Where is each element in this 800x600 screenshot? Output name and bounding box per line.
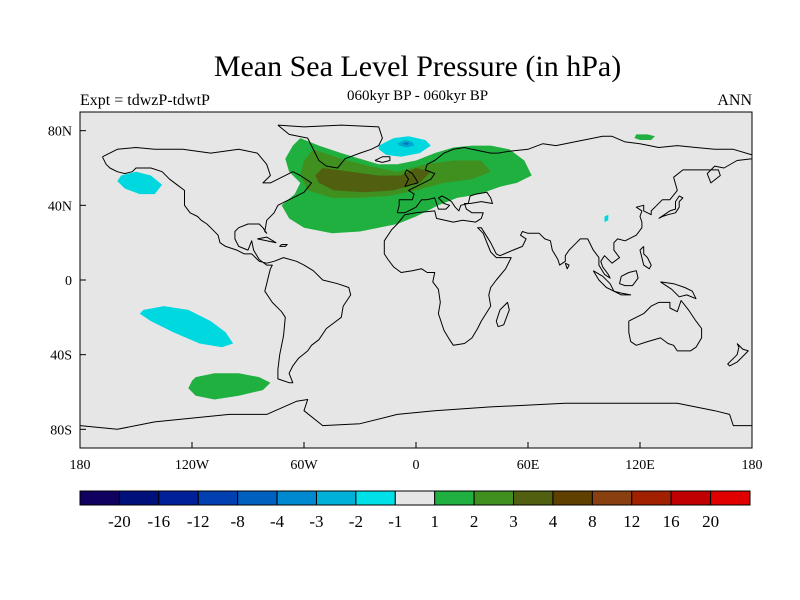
coastline-17 <box>639 246 652 270</box>
experiment-label: Expt = tdwzP-tdwtP <box>80 92 210 109</box>
x-tick-label: 60E <box>517 458 540 473</box>
x-tick-label: 180 <box>742 458 763 473</box>
coastlines <box>79 124 753 430</box>
anomaly-region-8 <box>402 142 410 145</box>
colorbar-swatch <box>79 490 120 506</box>
colorbar-label: 2 <box>470 512 479 531</box>
y-tick-label: 40S <box>50 349 72 364</box>
anomaly-region-10 <box>139 306 234 348</box>
colorbar-label: 8 <box>588 512 597 531</box>
coastline-15 <box>257 236 277 244</box>
colorbar-label: -8 <box>231 512 245 531</box>
colorbar-swatch <box>513 490 554 506</box>
colorbar-swatch <box>394 490 436 506</box>
x-tick-label: 120W <box>175 458 210 473</box>
y-axis: 80N 40N 0 40S 80S <box>48 125 86 438</box>
anomaly-region-5 <box>315 168 431 193</box>
coastline-8 <box>658 195 684 219</box>
colorbar-label: -1 <box>388 512 402 531</box>
map-area <box>79 111 753 449</box>
colorbar-swatch <box>670 490 712 506</box>
coastline-9 <box>495 301 510 328</box>
anomaly-region-9 <box>117 171 163 195</box>
coastline-14 <box>727 343 749 367</box>
colorbar-label: -20 <box>108 512 131 531</box>
colorbar-label: 12 <box>623 512 640 531</box>
coastline-18 <box>564 262 570 270</box>
y-tick-label: 80S <box>50 423 72 438</box>
colorbar-swatch <box>118 490 160 506</box>
colorbar-swatch <box>434 490 475 506</box>
coastline-1 <box>101 147 352 384</box>
colorbar-label: 16 <box>663 512 680 531</box>
colorbar-swatch <box>631 490 672 506</box>
colorbar-label: 4 <box>549 512 558 531</box>
colorbar-swatch <box>552 490 593 506</box>
anomaly-region-3 <box>634 134 655 140</box>
coastline-5 <box>404 169 419 188</box>
map-title: Mean Sea Level Pressure (in hPa) <box>213 50 622 83</box>
coastline-7 <box>79 399 752 430</box>
coastline-6 <box>374 156 391 163</box>
season-label: ANN <box>717 92 752 109</box>
colorbar-label: 1 <box>430 512 439 531</box>
colorbar-swatch <box>315 490 357 506</box>
colorbar-swatch <box>355 490 396 506</box>
colorbar-swatch <box>710 490 751 506</box>
coastline-11 <box>613 290 632 296</box>
x-tick-label: 180 <box>70 458 91 473</box>
coastline-3 <box>383 135 753 346</box>
y-tick-label: 40N <box>48 199 72 214</box>
x-tick-label: 60W <box>290 458 318 473</box>
colorbar-swatch <box>473 490 515 506</box>
anomaly-region-11 <box>604 214 609 223</box>
anomaly-region-2 <box>188 373 271 400</box>
coastline-16 <box>279 244 288 247</box>
colorbar-label: -4 <box>270 512 285 531</box>
colorbar-label: -16 <box>147 512 170 531</box>
colorbar-label: 3 <box>509 512 518 531</box>
colorbar-label: -2 <box>349 512 363 531</box>
y-tick-label: 80N <box>48 125 72 140</box>
coastline-4 <box>628 300 703 352</box>
colorbar-swatch <box>237 490 278 506</box>
colorbar-swatch <box>197 490 239 506</box>
y-tick-label: 0 <box>65 274 72 289</box>
colorbar-swatch <box>276 490 317 506</box>
coastline-2 <box>277 124 383 169</box>
x-axis: 180 120W 60W 0 60E 120E 180 <box>70 442 763 473</box>
x-tick-label: 0 <box>413 458 420 473</box>
colorbar-swatch <box>158 490 199 506</box>
coastline-12 <box>619 270 639 287</box>
x-tick-label: 120E <box>625 458 655 473</box>
period-label: 060kyr BP - 060kyr BP <box>346 88 489 104</box>
colorbar-label: -3 <box>309 512 323 531</box>
colorbar-label: 20 <box>702 512 719 531</box>
colorbar-label: -12 <box>187 512 210 531</box>
colorbar-swatch <box>591 490 633 506</box>
coastline-13 <box>660 281 697 300</box>
colorbar: -20 -16 -12 -8 -4 -3 -2 -1 1 2 3 4 8 12 16 20 <box>79 490 751 531</box>
